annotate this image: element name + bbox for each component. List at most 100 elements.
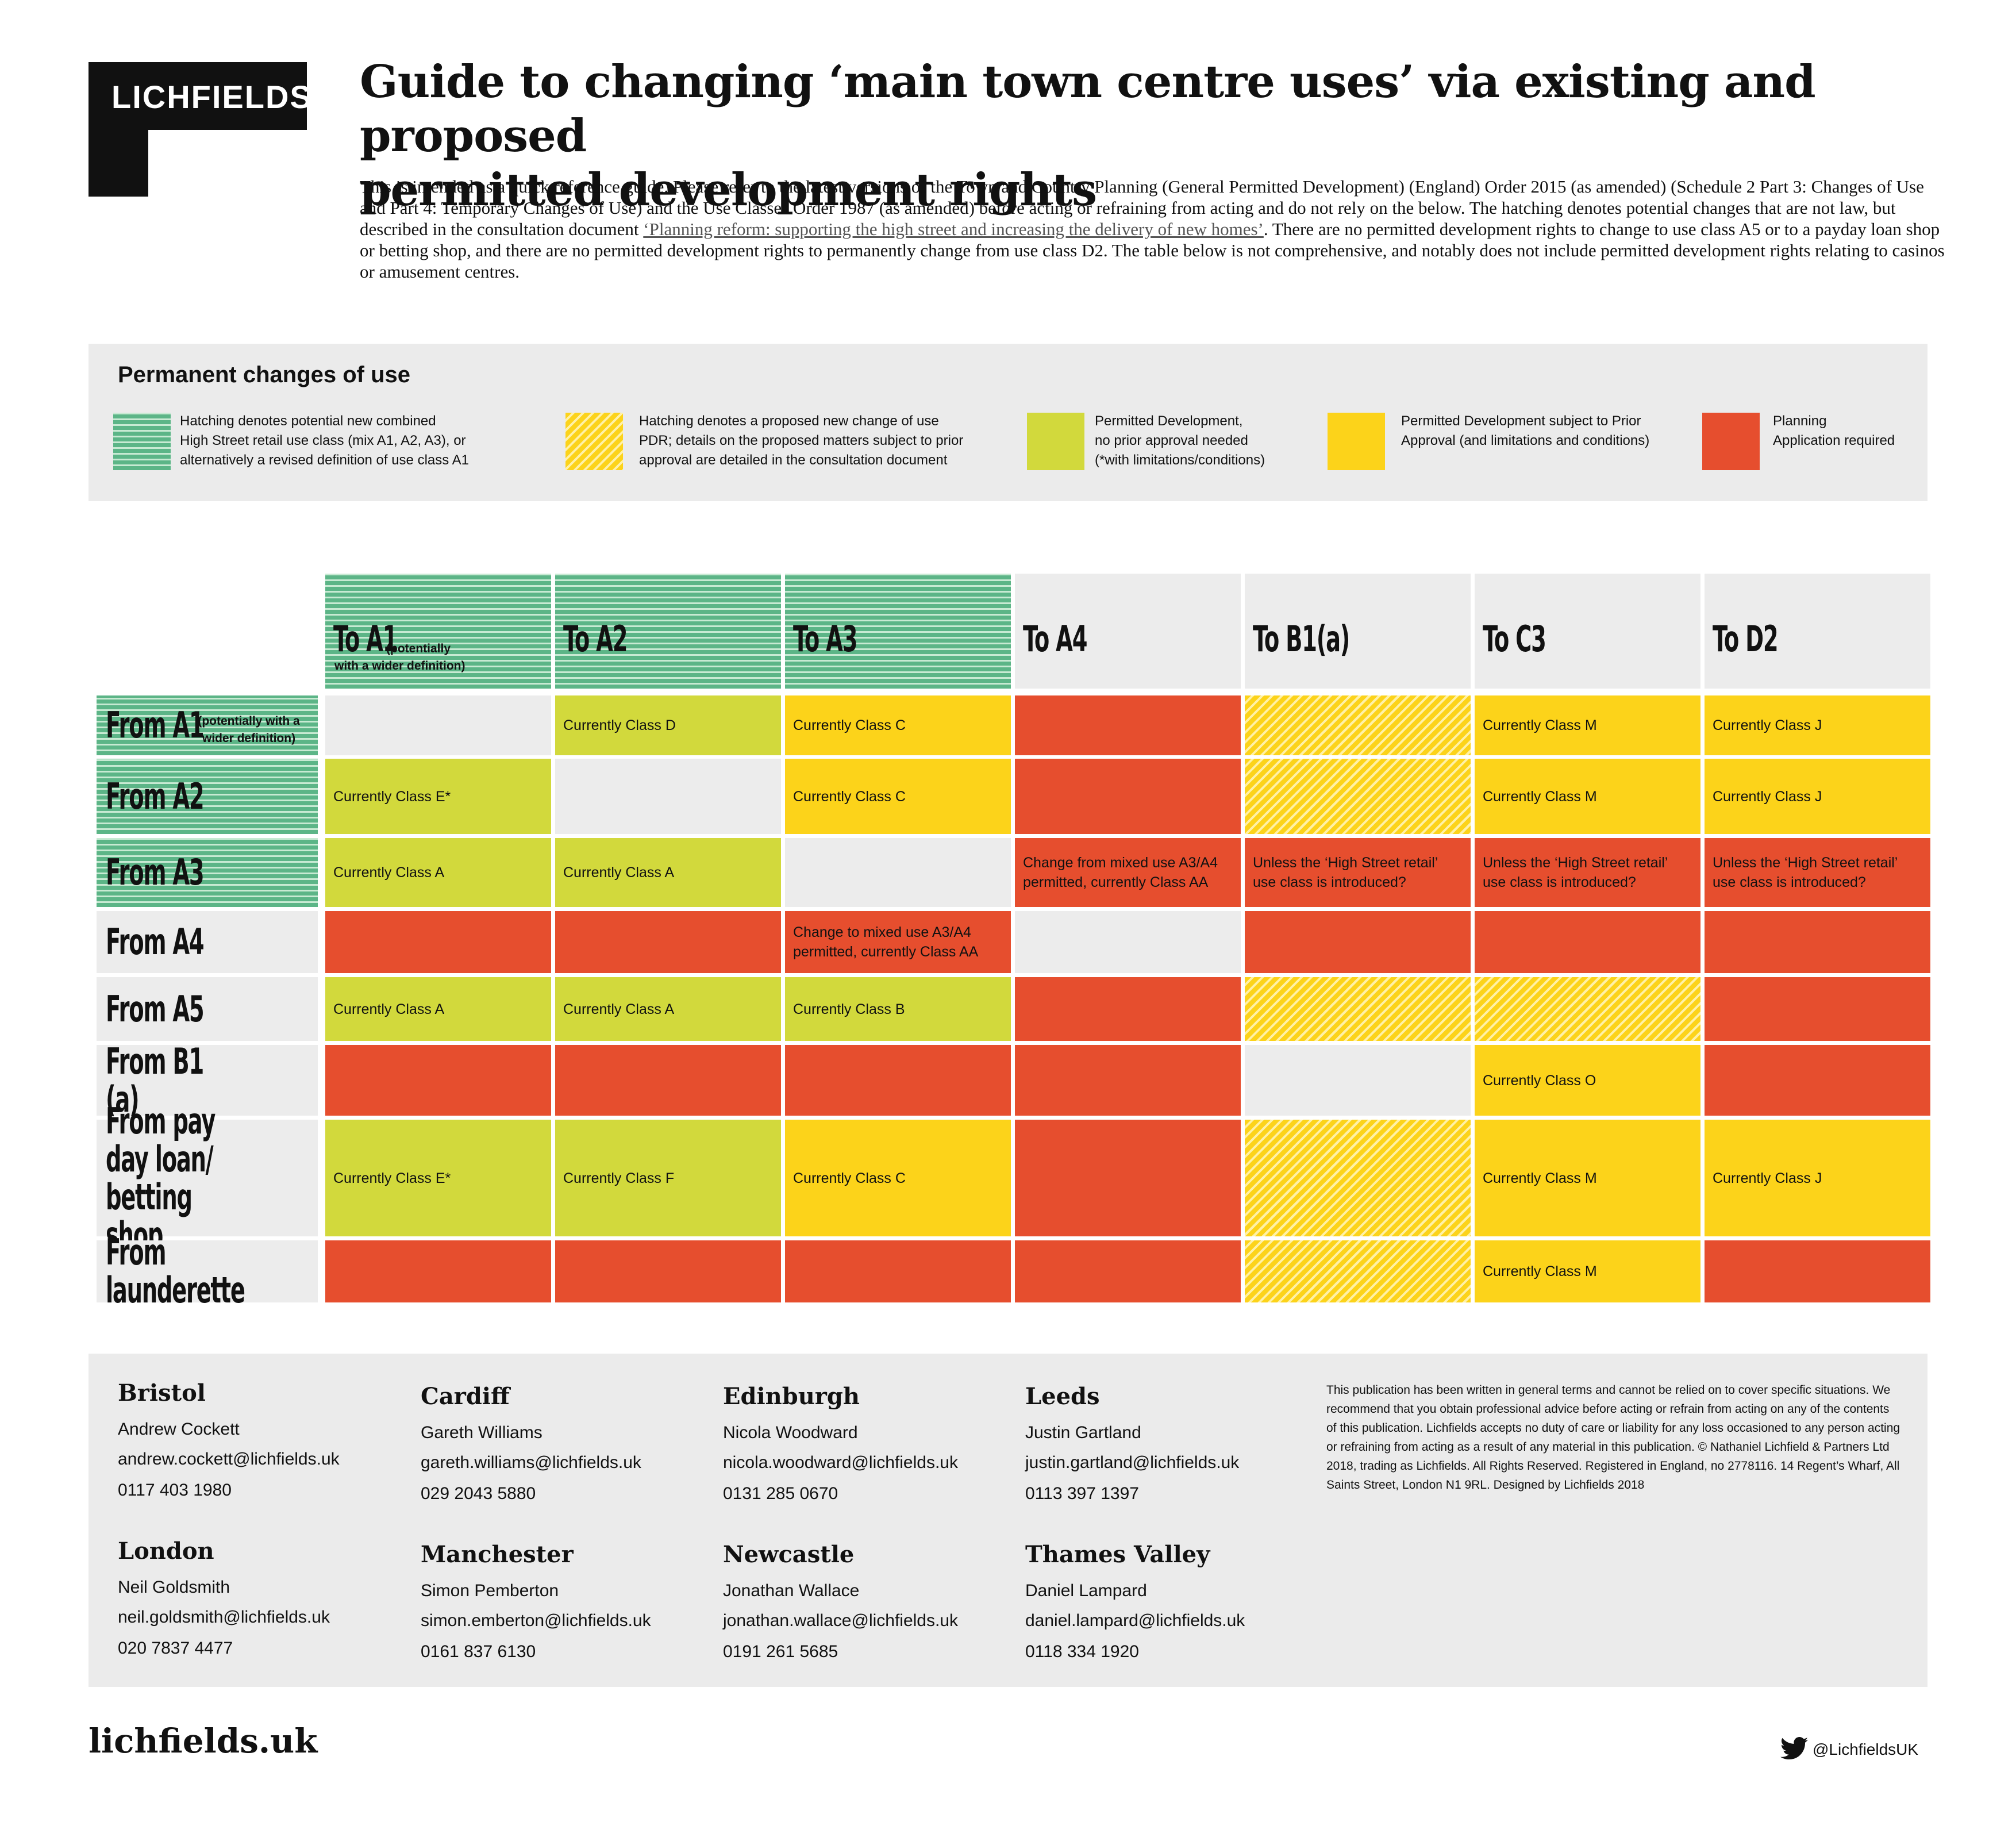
row-header-8: From launderette bbox=[97, 1233, 318, 1309]
contact-email[interactable]: simon.emberton@lichfields.uk bbox=[421, 1611, 651, 1630]
office-name: Edinburgh bbox=[723, 1383, 860, 1410]
matrix-cell: Change to mixed use A3/A4 permitted, cur… bbox=[785, 911, 1011, 973]
legend-label-hatch-green: Hatching denotes potential new combined … bbox=[180, 413, 469, 468]
twitter-bird-icon bbox=[1780, 1737, 1808, 1759]
row-header-7: From pay day loan/ betting shop bbox=[97, 1102, 318, 1254]
row-header-3: From A3 bbox=[97, 838, 318, 907]
contact-email[interactable]: jonathan.wallace@lichfields.uk bbox=[723, 1611, 959, 1630]
matrix-cell: Currently Class E* bbox=[325, 759, 551, 834]
intro-text-after: . There are no permitted development rig… bbox=[360, 219, 1945, 282]
row-header-5: From A5 bbox=[97, 977, 318, 1041]
column-header-label: To A2 bbox=[563, 618, 628, 660]
column-header-6: To C3 bbox=[1475, 574, 1700, 689]
matrix-cell-text: Currently Class A bbox=[333, 1001, 445, 1017]
office-name: Newcastle bbox=[723, 1541, 855, 1568]
website-link[interactable]: lichfields.uk bbox=[89, 1721, 318, 1761]
office-name: Leeds bbox=[1025, 1383, 1100, 1410]
contact-email[interactable]: andrew.cockett@lichfields.uk bbox=[118, 1450, 340, 1469]
contact-name: Andrew Cockett bbox=[118, 1420, 240, 1439]
matrix-cell-text: Currently Class E* bbox=[333, 1170, 451, 1186]
column-header-5: To B1(a) bbox=[1245, 574, 1471, 689]
matrix-cell-text: Currently Class D bbox=[563, 717, 676, 733]
matrix-cell bbox=[1015, 1045, 1241, 1116]
matrix-cell: Currently Class A bbox=[325, 977, 551, 1041]
office-name: Cardiff bbox=[421, 1383, 510, 1410]
matrix-cell-text: Currently Class M bbox=[1483, 1170, 1597, 1186]
matrix-cell-text: Currently Class J bbox=[1713, 717, 1822, 733]
matrix-cell: Currently Class E* bbox=[325, 1120, 551, 1236]
matrix-cell: Currently Class B bbox=[785, 977, 1011, 1041]
matrix-cell-text: Currently Class A bbox=[563, 1001, 675, 1017]
legend-label-hatch-yellow: Hatching denotes a proposed new change o… bbox=[639, 413, 964, 468]
logo-text: LICHFIELDS bbox=[111, 79, 313, 115]
matrix-cell bbox=[1245, 695, 1471, 755]
matrix-cell: Currently Class C bbox=[785, 759, 1011, 834]
column-header-7: To D2 bbox=[1705, 574, 1930, 689]
contact-email[interactable]: nicola.woodward@lichfields.uk bbox=[723, 1453, 958, 1472]
matrix-cell-text: Currently Class J bbox=[1713, 788, 1822, 805]
contact-phone: 0117 403 1980 bbox=[118, 1481, 232, 1500]
matrix-cell bbox=[1705, 1240, 1930, 1302]
matrix-cell: Currently Class A bbox=[555, 838, 781, 907]
matrix-cell bbox=[1015, 1120, 1241, 1236]
row-header-4: From A4 bbox=[97, 911, 318, 973]
matrix-cell-text: Currently Class B bbox=[793, 1001, 905, 1017]
logo-bar-stem bbox=[89, 130, 148, 197]
lichfields-logo: LICHFIELDS bbox=[89, 62, 311, 197]
row-header-6: From B1 (a) bbox=[97, 1040, 318, 1120]
matrix-cell-text: Currently Class C bbox=[793, 1170, 906, 1186]
legend-swatch-yellow bbox=[1328, 413, 1385, 470]
column-header-label: To B1(a) bbox=[1253, 618, 1350, 660]
column-header-3: To A3 bbox=[785, 574, 1011, 689]
matrix-cell: Currently Class J bbox=[1705, 759, 1930, 834]
row-header-2: From A2 bbox=[97, 759, 318, 834]
row-header-label: From A2 bbox=[106, 775, 205, 817]
page-title: Guide to changing ‘main town centre uses… bbox=[360, 55, 1946, 217]
contact-email[interactable]: daniel.lampard@lichfields.uk bbox=[1025, 1611, 1245, 1630]
matrix-cell bbox=[1245, 1240, 1471, 1302]
matrix-cell-text: Change from mixed use A3/A4 permitted, c… bbox=[1023, 855, 1218, 890]
matrix-cell: Change from mixed use A3/A4 permitted, c… bbox=[1015, 838, 1241, 907]
contact-email[interactable]: gareth.williams@lichfields.uk bbox=[421, 1453, 641, 1472]
matrix-cell bbox=[785, 1240, 1011, 1302]
office-name: London bbox=[118, 1538, 214, 1565]
contact-phone: 0161 837 6130 bbox=[421, 1642, 536, 1661]
contact-name: Gareth Williams bbox=[421, 1423, 543, 1442]
column-header-label: To A1 bbox=[333, 618, 398, 660]
column-header-label: To D2 bbox=[1713, 618, 1779, 660]
matrix-cell: Currently Class M bbox=[1475, 759, 1700, 834]
row-header-label: From B1 (a) bbox=[106, 1040, 204, 1120]
row-header-label: From A5 bbox=[106, 987, 205, 1030]
contact-phone: 0118 334 1920 bbox=[1025, 1642, 1139, 1661]
matrix-cell: Currently Class D bbox=[555, 695, 781, 755]
contact-name: Simon Pemberton bbox=[421, 1581, 559, 1600]
column-header-note: (potentially with a wider definition) bbox=[334, 642, 465, 672]
contact-email[interactable]: neil.goldsmith@lichfields.uk bbox=[118, 1608, 330, 1627]
matrix-cell: Currently Class M bbox=[1475, 695, 1700, 755]
column-header-label: To A3 bbox=[793, 618, 857, 660]
contact-email[interactable]: justin.gartland@lichfields.uk bbox=[1025, 1453, 1240, 1472]
column-header-4: To A4 bbox=[1015, 574, 1241, 689]
matrix-cell-text: Currently Class M bbox=[1483, 1263, 1597, 1279]
matrix-cell bbox=[1245, 977, 1471, 1041]
twitter-handle-text: @LichfieldsUK bbox=[1813, 1740, 1919, 1758]
matrix-cell bbox=[1015, 1240, 1241, 1302]
matrix-cell bbox=[1015, 977, 1241, 1041]
consultation-link[interactable]: ‘Planning reform: supporting the high st… bbox=[643, 219, 1264, 239]
contact-name: Daniel Lampard bbox=[1025, 1581, 1147, 1600]
matrix-cell bbox=[325, 911, 551, 973]
legend-swatch-red bbox=[1702, 413, 1760, 470]
matrix-cell-text: Currently Class A bbox=[333, 864, 445, 881]
legend-panel bbox=[89, 344, 1927, 501]
matrix-cell: Currently Class C bbox=[785, 695, 1011, 755]
matrix-cell: Currently Class M bbox=[1475, 1120, 1700, 1236]
column-header-label: To A4 bbox=[1023, 618, 1087, 660]
matrix-cell bbox=[1705, 977, 1930, 1041]
row-header-label: From A3 bbox=[106, 851, 205, 893]
matrix-cell-text: Unless the ‘High Street retail’ use clas… bbox=[1253, 855, 1438, 890]
matrix-cell: Currently Class M bbox=[1475, 1240, 1700, 1302]
matrix-cell: Unless the ‘High Street retail’ use clas… bbox=[1705, 838, 1930, 907]
contacts-panel bbox=[89, 1354, 1927, 1687]
column-header-label: To C3 bbox=[1483, 618, 1546, 660]
matrix-cell: Currently Class A bbox=[555, 977, 781, 1041]
